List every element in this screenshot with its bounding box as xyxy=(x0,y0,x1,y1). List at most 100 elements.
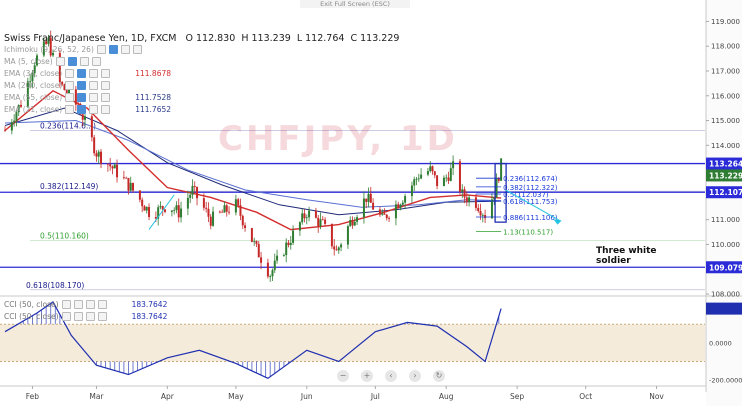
more-icon[interactable] xyxy=(97,300,107,309)
candle-up xyxy=(31,73,34,82)
indicator-row[interactable]: EMA (21, close) 111.7652 xyxy=(4,105,171,114)
reset-icon[interactable]: ↻ xyxy=(433,370,445,382)
candle-up xyxy=(404,196,407,203)
candle-up xyxy=(493,197,496,200)
close-icon[interactable] xyxy=(85,300,95,309)
time-tick-label: Sep xyxy=(510,392,524,401)
eye-icon[interactable] xyxy=(65,81,75,90)
eye-icon[interactable] xyxy=(61,300,71,309)
eye-icon[interactable] xyxy=(96,45,106,54)
indicator-row[interactable]: MA (5, close) xyxy=(4,57,126,66)
annotation-text: Three white soldier xyxy=(596,246,657,266)
candle-up xyxy=(415,178,418,180)
trend-line-april xyxy=(148,194,175,230)
settings-icon[interactable] xyxy=(73,300,83,309)
more-icon[interactable] xyxy=(132,45,142,54)
candle-up xyxy=(189,194,192,198)
time-tick-label: Nov xyxy=(649,392,664,401)
candle-up xyxy=(449,168,452,181)
settings-icon[interactable] xyxy=(108,45,118,54)
symbol-title: Swiss Franc/Japanese Yen, 1D, FXCM xyxy=(4,33,177,44)
candle-down xyxy=(65,90,68,94)
candle-up xyxy=(353,221,356,226)
scroll-right-icon[interactable]: › xyxy=(409,370,421,382)
candle-down xyxy=(463,189,466,198)
candle-down xyxy=(397,204,400,208)
candle-down xyxy=(58,52,61,82)
candle-up xyxy=(173,210,176,211)
eye-icon[interactable] xyxy=(65,69,75,78)
candle-up xyxy=(468,197,471,202)
candle-down xyxy=(479,210,482,216)
eye-icon[interactable] xyxy=(55,57,65,66)
more-icon[interactable] xyxy=(101,69,111,78)
candle-up xyxy=(410,185,413,197)
price-level-tag xyxy=(706,186,742,199)
close-icon[interactable] xyxy=(79,57,89,66)
time-tick-label: Aug xyxy=(439,392,454,401)
candle-down xyxy=(330,223,333,247)
cci-legend-label: CCI (50, close) xyxy=(4,300,59,309)
indicator-row[interactable]: EMA (34, close) 111.8678 xyxy=(4,69,171,78)
price-tick-label: 115.000 xyxy=(711,117,740,125)
more-icon[interactable] xyxy=(97,312,107,321)
exit-fullscreen-bar[interactable]: Exit Full Screen (ESC) xyxy=(300,0,410,8)
indicator-label: EMA (34, close) xyxy=(4,69,63,78)
more-icon[interactable] xyxy=(101,105,111,114)
cci-legend-row[interactable]: CCI (50, close) 183.7642 xyxy=(4,312,167,321)
candle-up xyxy=(285,242,288,256)
candle-up xyxy=(394,204,397,219)
more-icon[interactable] xyxy=(101,81,111,90)
eye-icon[interactable] xyxy=(65,93,75,102)
close-icon[interactable] xyxy=(120,45,130,54)
settings-icon[interactable] xyxy=(77,105,87,114)
candle-down xyxy=(93,137,96,154)
indicator-label: EMA (21, close) xyxy=(4,105,63,114)
candle-down xyxy=(383,213,386,215)
indicator-row[interactable]: EMA (55, close) 111.7528 xyxy=(4,93,171,102)
close-icon[interactable] xyxy=(89,105,99,114)
more-icon[interactable] xyxy=(101,93,111,102)
indicator-label: Ichimoku (9, 26, 52, 26) xyxy=(4,45,94,54)
indicator-row[interactable]: MA (200, close) xyxy=(4,81,135,90)
candle-up xyxy=(276,255,279,261)
candle-up xyxy=(367,193,370,202)
cci-value-tag xyxy=(706,302,742,315)
candle-up xyxy=(113,164,116,169)
minus-icon[interactable]: − xyxy=(337,370,349,382)
settings-icon[interactable] xyxy=(67,57,77,66)
candle-down xyxy=(351,219,354,226)
candle-up xyxy=(417,178,420,180)
plus-icon[interactable]: + xyxy=(361,370,373,382)
settings-icon[interactable] xyxy=(73,312,83,321)
candle-up xyxy=(52,52,55,56)
candle-up xyxy=(413,179,416,186)
close-icon[interactable] xyxy=(89,81,99,90)
settings-icon[interactable] xyxy=(77,93,87,102)
candle-down xyxy=(4,130,6,132)
scroll-left-icon[interactable]: ‹ xyxy=(385,370,397,382)
cci-legend-row[interactable]: CCI (50, close) 183.7642 xyxy=(4,300,167,309)
candle-up xyxy=(445,177,448,179)
close-icon[interactable] xyxy=(85,312,95,321)
indicator-row[interactable]: Ichimoku (9, 26, 52, 26) xyxy=(4,45,167,54)
candle-up xyxy=(10,122,13,131)
candle-up xyxy=(442,177,445,187)
more-icon[interactable] xyxy=(91,57,101,66)
close-icon[interactable] xyxy=(89,93,99,102)
close-value: C 113.229 xyxy=(350,33,400,44)
close-icon[interactable] xyxy=(89,69,99,78)
settings-icon[interactable] xyxy=(77,69,87,78)
eye-icon[interactable] xyxy=(65,105,75,114)
candle-down xyxy=(90,116,93,138)
candle-up xyxy=(145,206,148,211)
candle-down xyxy=(218,211,221,213)
candle-down xyxy=(314,210,317,218)
candle-down xyxy=(321,219,324,221)
candle-up xyxy=(429,166,432,172)
candle-down xyxy=(116,164,119,178)
eye-icon[interactable] xyxy=(61,312,71,321)
settings-icon[interactable] xyxy=(77,81,87,90)
